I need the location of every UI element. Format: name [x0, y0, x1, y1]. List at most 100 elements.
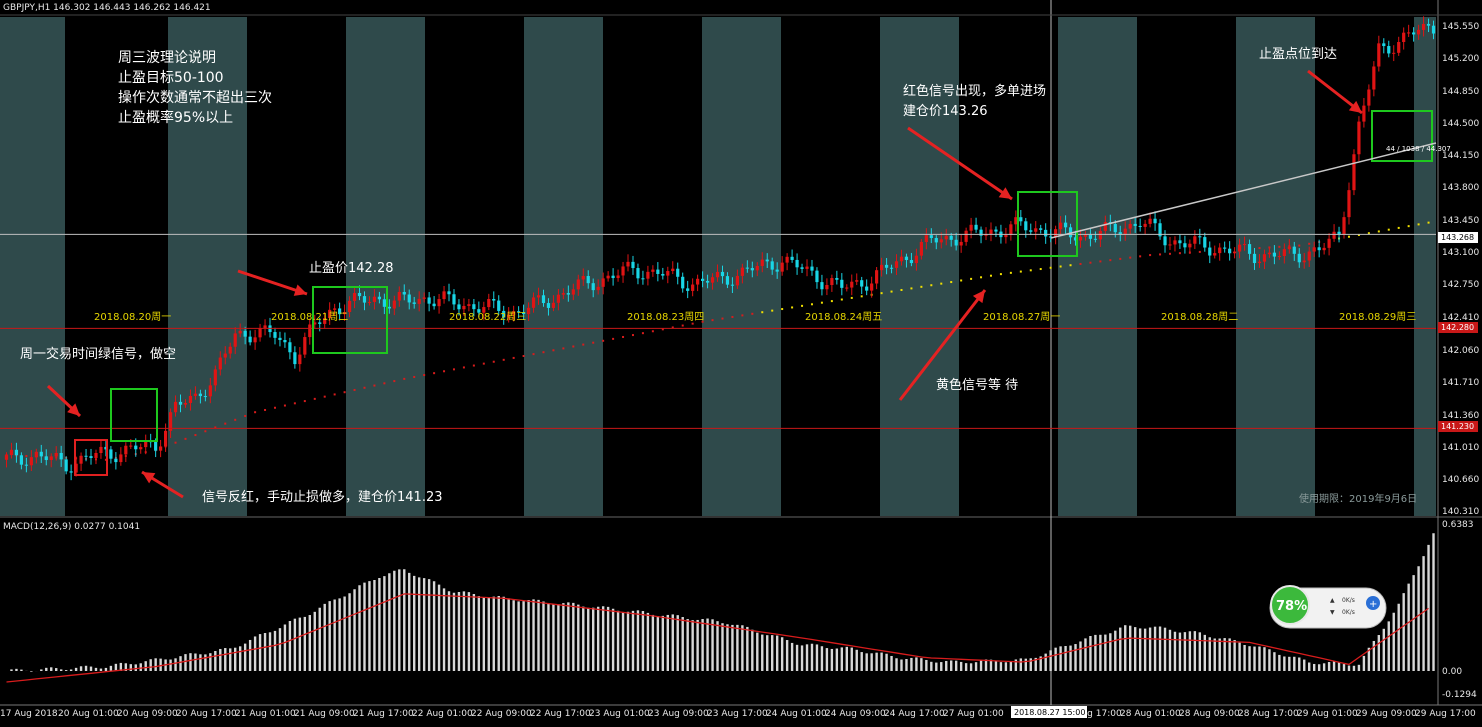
price-tick: 144.850 — [1442, 87, 1479, 97]
arrow-tp-reached-head — [1348, 100, 1362, 113]
candle-body — [462, 305, 466, 310]
signal-box-green-2 — [312, 286, 388, 354]
candle-body — [919, 241, 923, 256]
candle-body — [323, 318, 327, 324]
candle-body — [845, 287, 849, 289]
time-tick: 22 Aug 01:00 — [412, 709, 473, 719]
session-band — [1058, 17, 1137, 516]
candle-body — [84, 455, 88, 457]
time-tick: 20 Aug 01:00 — [58, 709, 119, 719]
session-band — [702, 17, 781, 516]
candle-body — [1322, 247, 1326, 251]
candle-body — [914, 255, 919, 264]
arrow-reversal-head — [142, 472, 156, 484]
ma-dot — [25, 455, 28, 458]
boost-icon[interactable] — [1366, 596, 1380, 610]
price-tick: 143.800 — [1442, 183, 1479, 193]
candle-body — [357, 292, 362, 297]
candle-body — [377, 296, 382, 300]
ma-dot — [423, 374, 426, 377]
candle-body — [1198, 236, 1202, 238]
watermark: 使用期限：2019年9月6日 — [1299, 492, 1417, 505]
yellow-wait-text: 黄色信号等 待 — [936, 377, 1018, 393]
candle-body — [168, 412, 173, 431]
candle-body — [1277, 255, 1281, 257]
candle-body — [248, 336, 252, 343]
ma-dot — [552, 349, 555, 352]
candle-body — [850, 281, 854, 288]
candle-body — [1098, 230, 1102, 240]
ma-dot — [1347, 235, 1350, 238]
candle-body — [979, 229, 983, 236]
candle-body — [765, 259, 769, 262]
ma-dot — [850, 296, 853, 299]
candle-body — [730, 284, 735, 286]
arrow-tp1 — [237, 269, 308, 296]
ma-dot — [293, 402, 296, 405]
candle-body — [521, 312, 526, 315]
candle-body — [372, 296, 377, 302]
candle-body — [879, 264, 884, 271]
arrow-yellow-wait — [898, 289, 987, 401]
candle-body — [1058, 222, 1063, 230]
candle-body — [4, 455, 9, 460]
candle-body — [710, 277, 715, 283]
candle-body — [1153, 218, 1157, 224]
session-band — [1414, 17, 1436, 516]
ma-dot — [671, 326, 674, 329]
candle-body — [1029, 230, 1033, 232]
ma-dot — [751, 312, 754, 315]
horizontal-levels — [0, 233, 1436, 429]
candle-body — [1143, 223, 1147, 227]
candle-body — [651, 269, 655, 272]
candle-body — [1282, 249, 1286, 256]
candle-body — [536, 295, 541, 298]
time-axis: 17 Aug 2018 20 Aug 01:00 20 Aug 09:00 20… — [0, 709, 1476, 719]
price-tick: 144.150 — [1442, 151, 1479, 161]
candle-body — [14, 449, 19, 456]
candle-body — [1138, 225, 1142, 227]
ma-dot — [522, 355, 525, 358]
candle-body — [840, 279, 844, 288]
candle-body — [1193, 236, 1197, 244]
candle-body — [596, 286, 600, 291]
ma-dot — [989, 274, 992, 277]
candle-body — [273, 332, 277, 338]
ma-dot — [820, 301, 823, 304]
candle-body — [1103, 222, 1107, 231]
candlesticks — [4, 16, 1436, 481]
ma-dot — [1059, 265, 1062, 268]
network-gauge[interactable]: 78% ▲ ▼ 0K/s 0K/s + — [1269, 585, 1387, 629]
candle-body — [1407, 32, 1411, 34]
ma-dot — [1377, 230, 1380, 233]
ma-dot — [1119, 257, 1122, 260]
ma-dot — [711, 319, 714, 322]
ma-dot — [1149, 254, 1152, 257]
candle-body — [283, 340, 287, 343]
time-tick: 29 Aug 17:00 — [1415, 709, 1476, 719]
tp-reached-text: 止盈点位到达 — [1259, 47, 1337, 62]
candle-body — [1421, 23, 1426, 30]
candle-body — [1297, 253, 1301, 263]
time-tick: 24 Aug 01:00 — [766, 709, 827, 719]
ma-dot — [940, 282, 943, 285]
candle-body — [163, 430, 168, 447]
time-tick: 21 Aug 09:00 — [294, 709, 355, 719]
ma-dot — [104, 458, 107, 461]
candle-body — [1009, 224, 1013, 236]
session-bands — [0, 17, 1436, 516]
time-tick: 28 Aug 09:00 — [1179, 709, 1240, 719]
candle-body — [551, 302, 556, 308]
candle-body — [104, 446, 108, 450]
annotation-overlays — [46, 69, 1437, 499]
ma-dot — [900, 288, 903, 291]
candle-body — [641, 278, 645, 280]
candle-body — [1203, 237, 1207, 248]
ma-dot — [1178, 252, 1181, 255]
candle-body — [696, 278, 700, 285]
price-tick: 141.710 — [1442, 378, 1479, 388]
candle-body — [367, 301, 372, 303]
candle-body — [99, 446, 103, 454]
candle-body — [29, 457, 33, 466]
candle-body — [1024, 221, 1028, 231]
